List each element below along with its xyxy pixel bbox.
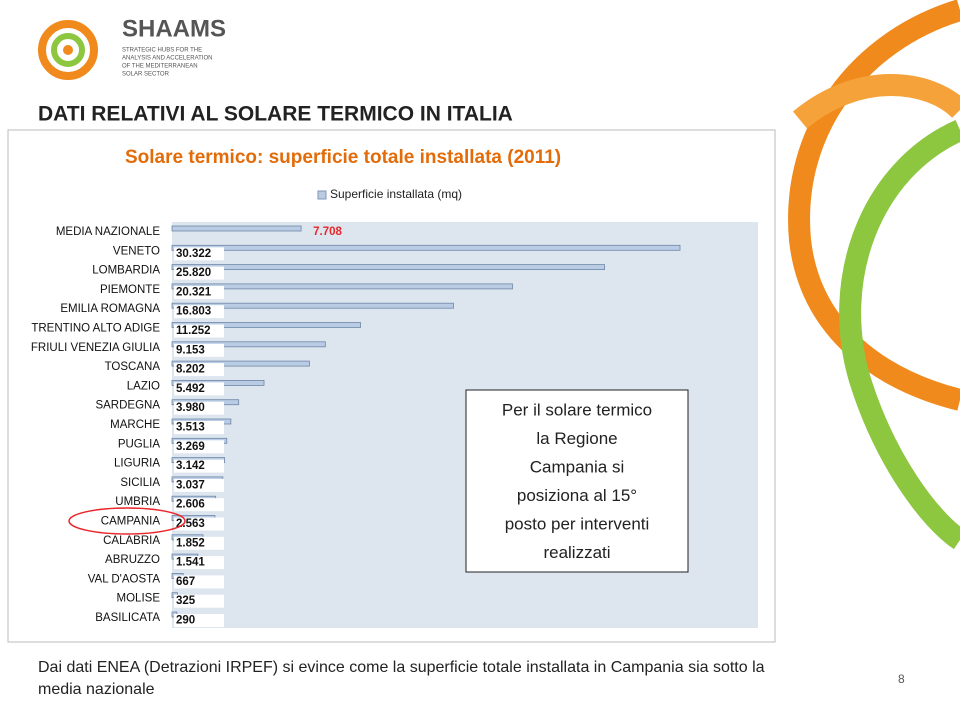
slide-title: DATI RELATIVI AL SOLARE TERMICO IN ITALI…: [38, 103, 513, 126]
category-label: MARCHE: [110, 419, 160, 431]
value-label-bg: [174, 459, 224, 473]
value-label-bg: [174, 421, 224, 434]
bar: [171, 302, 454, 309]
value-label-bg: [174, 266, 224, 280]
category-label: TOSCANA: [105, 361, 161, 373]
value-label: 290: [176, 615, 195, 627]
value-label-bg: [174, 498, 224, 512]
value-label-bg: [174, 324, 224, 338]
value-label: 1.541: [176, 557, 205, 569]
bar: [171, 225, 302, 232]
category-label: MOLISE: [117, 593, 161, 605]
value-label: 3.142: [176, 460, 205, 472]
header-band: [0, 0, 960, 95]
highlight-ellipse: [68, 507, 186, 535]
value-label: 3.513: [176, 422, 205, 434]
page-number: 8: [898, 672, 905, 686]
category-label: CAMPANIA: [101, 516, 161, 528]
footer-text: media nazionale: [38, 681, 155, 698]
value-label: 25.820: [176, 267, 211, 279]
value-label-bg: [174, 478, 224, 492]
value-label-bg: [174, 594, 224, 608]
bar: [171, 341, 326, 348]
callout-box: [465, 389, 689, 573]
category-label: TRENTINO ALTO ADIGE: [31, 323, 160, 335]
value-label-bg: [174, 614, 224, 627]
category-label: VENETO: [113, 245, 160, 257]
logo-text: SHAAMS: [122, 15, 226, 42]
category-label: MEDIA NAZIONALE: [56, 226, 160, 238]
value-label: 30.322: [176, 248, 211, 260]
bar: [171, 244, 681, 251]
callout-text: la Regione: [536, 429, 617, 448]
bar: [171, 322, 361, 328]
value-label-bg: [174, 517, 224, 531]
callout-text: posto per interventi: [505, 514, 650, 533]
chart-title: Solare termico: superficie totale instal…: [125, 147, 561, 168]
value-label-bg: [174, 536, 224, 550]
category-label: CALABRIA: [103, 535, 160, 547]
footer-text: Dai dati ENEA (Detrazioni IRPEF) si evin…: [38, 659, 765, 676]
value-label: 20.321: [176, 286, 212, 298]
category-label: PIEMONTE: [100, 284, 160, 296]
callout-text: Campania si: [530, 457, 625, 476]
value-label-bg: [174, 382, 224, 396]
legend-label: Superficie installata (mq): [330, 187, 462, 201]
category-label: VAL D'AOSTA: [88, 573, 161, 585]
category-label: LOMBARDIA: [92, 265, 160, 277]
value-label-bg: [174, 305, 224, 319]
decor: [788, 0, 960, 550]
value-label: 667: [176, 576, 195, 588]
logo-tagline: ANALYSIS AND ACCELERATION: [122, 56, 212, 62]
value-label: 3.037: [176, 479, 205, 491]
category-label: BASILICATA: [95, 612, 160, 624]
category-label: PUGLIA: [118, 438, 161, 450]
callout-text: Per il solare termico: [502, 400, 652, 419]
category-label: SARDEGNA: [95, 400, 160, 412]
category-label: SICILIA: [120, 477, 160, 489]
value-label: 1.852: [176, 537, 205, 549]
bar: [171, 283, 513, 290]
value-label: 8.202: [176, 364, 205, 376]
logo-tagline: SOLAR SECTOR: [122, 72, 170, 78]
value-label-bg: [174, 401, 224, 415]
category-label: LIGURIA: [114, 458, 160, 470]
value-label: 11.252: [176, 325, 211, 337]
value-label: 3.269: [176, 441, 205, 453]
value-label: 2.563: [176, 518, 205, 530]
callout-text: realizzati: [543, 543, 610, 562]
value-label-bg: [174, 247, 224, 261]
value-label-bg: [174, 556, 224, 570]
logo-mark: [38, 20, 98, 80]
value-label: 3.980: [176, 402, 205, 414]
value-label-bg: [174, 343, 224, 357]
value-label: 9.153: [176, 344, 205, 356]
value-label: 16.803: [176, 306, 211, 318]
logo-tagline: STRATEGIC HUBS FOR THE: [122, 48, 202, 54]
value-label: 2.606: [176, 499, 205, 511]
value-label: 325: [176, 595, 196, 607]
category-label: UMBRIA: [115, 496, 160, 508]
category-label: EMILIA ROMAGNA: [60, 303, 160, 315]
value-label-bg: [174, 440, 224, 454]
category-label: ABRUZZO: [105, 554, 160, 566]
value-label: 5.492: [176, 383, 205, 395]
legend-swatch: [317, 190, 327, 200]
value-label-bg: [174, 285, 224, 299]
category-label: FRIULI VENEZIA GIULIA: [31, 342, 160, 354]
bar: [171, 360, 310, 367]
value-label: 7.708: [313, 226, 342, 238]
category-label: LAZIO: [127, 380, 160, 392]
callout-text: posiziona al 15°: [517, 486, 637, 505]
logo-tagline: OF THE MEDITERRANEAN: [122, 64, 198, 70]
value-label-bg: [174, 575, 224, 589]
bar: [171, 264, 605, 271]
value-label-bg: [174, 363, 224, 377]
